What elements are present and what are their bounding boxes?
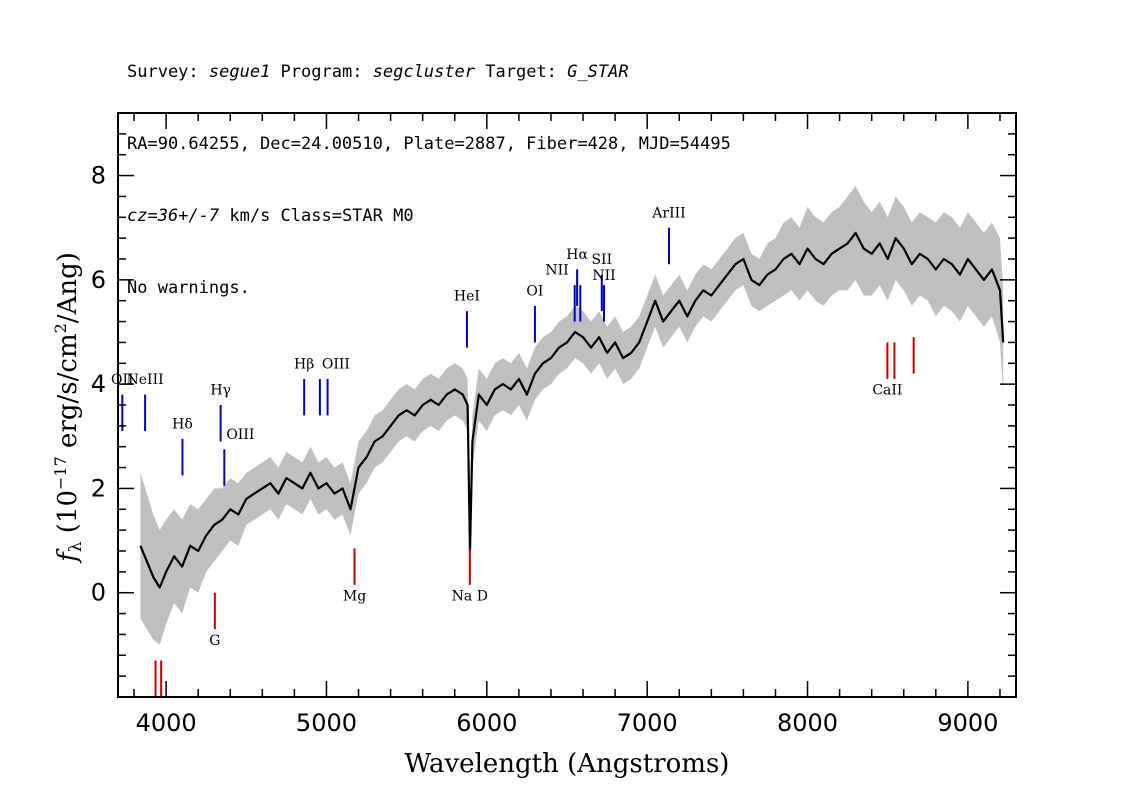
spectrum-header: Survey: segue1 Program: segcluster Targe… bbox=[127, 12, 731, 324]
program-label: Program: bbox=[270, 62, 373, 82]
x-tick-label: 7000 bbox=[617, 709, 678, 737]
header-line-coordinates: RA=90.64255, Dec=24.00510, Plate=2887, F… bbox=[127, 134, 731, 154]
line-marker-label: OI bbox=[526, 284, 543, 300]
target-value: G_STAR bbox=[567, 62, 629, 82]
x-axis-label: Wavelength (Angstroms) bbox=[405, 749, 730, 779]
class-value: km/s Class=STAR M0 bbox=[219, 206, 414, 226]
y-axis-label: fλ (10−17 erg/s/cm2/Ang) bbox=[51, 252, 86, 564]
program-value: segcluster bbox=[372, 62, 476, 82]
y-tick-label: 0 bbox=[91, 579, 106, 607]
y-axis-label-close: /Ang) bbox=[53, 252, 83, 323]
y-axis-label-open: (10 bbox=[53, 490, 83, 542]
y-axis: 0 2 4 6 8 bbox=[91, 133, 1016, 677]
redshift-value: cz=36+/-7 bbox=[127, 206, 220, 226]
x-tick-label: 8000 bbox=[777, 709, 838, 737]
line-marker-label: OIII bbox=[322, 357, 350, 373]
y-axis-label-exp1: −17 bbox=[51, 456, 70, 490]
line-marker-label: SII bbox=[591, 252, 612, 268]
flux-layer bbox=[139, 231, 1005, 589]
line-marker-label: OIII bbox=[226, 427, 254, 443]
x-tick-label: 6000 bbox=[456, 709, 517, 737]
x-tick-label: 5000 bbox=[296, 709, 357, 737]
line-marker-label: NII bbox=[545, 263, 568, 279]
error-band bbox=[140, 186, 1004, 645]
line-marker-label: G bbox=[209, 633, 220, 649]
x-tick-label: 9000 bbox=[937, 709, 998, 737]
line-marker-label: Mg bbox=[343, 589, 366, 605]
line-marker-label: Hα bbox=[566, 247, 588, 263]
line-marker-label: Hβ bbox=[294, 357, 314, 373]
survey-label: Survey: bbox=[127, 62, 209, 82]
error-band-layer bbox=[140, 186, 1004, 645]
line-marker-label: Na D bbox=[452, 589, 488, 605]
y-tick-label: 6 bbox=[91, 266, 106, 294]
flux-line bbox=[139, 231, 1005, 589]
line-marker-label: NeIII bbox=[127, 372, 164, 388]
y-tick-label: 2 bbox=[91, 474, 106, 502]
line-marker-label: Hγ bbox=[210, 383, 231, 399]
line-marker-label: CaII bbox=[872, 383, 902, 399]
y-axis-label-sub: λ bbox=[66, 541, 86, 552]
x-tick-label: 4000 bbox=[136, 709, 197, 737]
y-axis-label-exp2: 2 bbox=[51, 323, 70, 333]
line-marker-label: HeI bbox=[454, 289, 480, 305]
plot-frame bbox=[117, 112, 1017, 698]
line-marker-label: Hδ bbox=[172, 416, 193, 432]
y-tick-label: 8 bbox=[91, 162, 106, 190]
target-label: Target: bbox=[475, 62, 568, 82]
header-line-warnings: No warnings. bbox=[127, 278, 250, 298]
y-tick-label: 4 bbox=[91, 370, 106, 398]
header-line-redshift: cz=36+/-7 km/s Class=STAR M0 bbox=[127, 204, 731, 228]
x-axis: 4000 5000 6000 7000 8000 9000 bbox=[133, 113, 1001, 737]
header-line-survey: Survey: segue1 Program: segcluster Targe… bbox=[127, 60, 731, 84]
line-marker-label: NII bbox=[592, 268, 615, 284]
line-marker-label: ArIII bbox=[651, 205, 685, 221]
survey-value: segue1 bbox=[208, 62, 271, 82]
y-axis-label-mid: erg/s/cm bbox=[53, 333, 83, 456]
